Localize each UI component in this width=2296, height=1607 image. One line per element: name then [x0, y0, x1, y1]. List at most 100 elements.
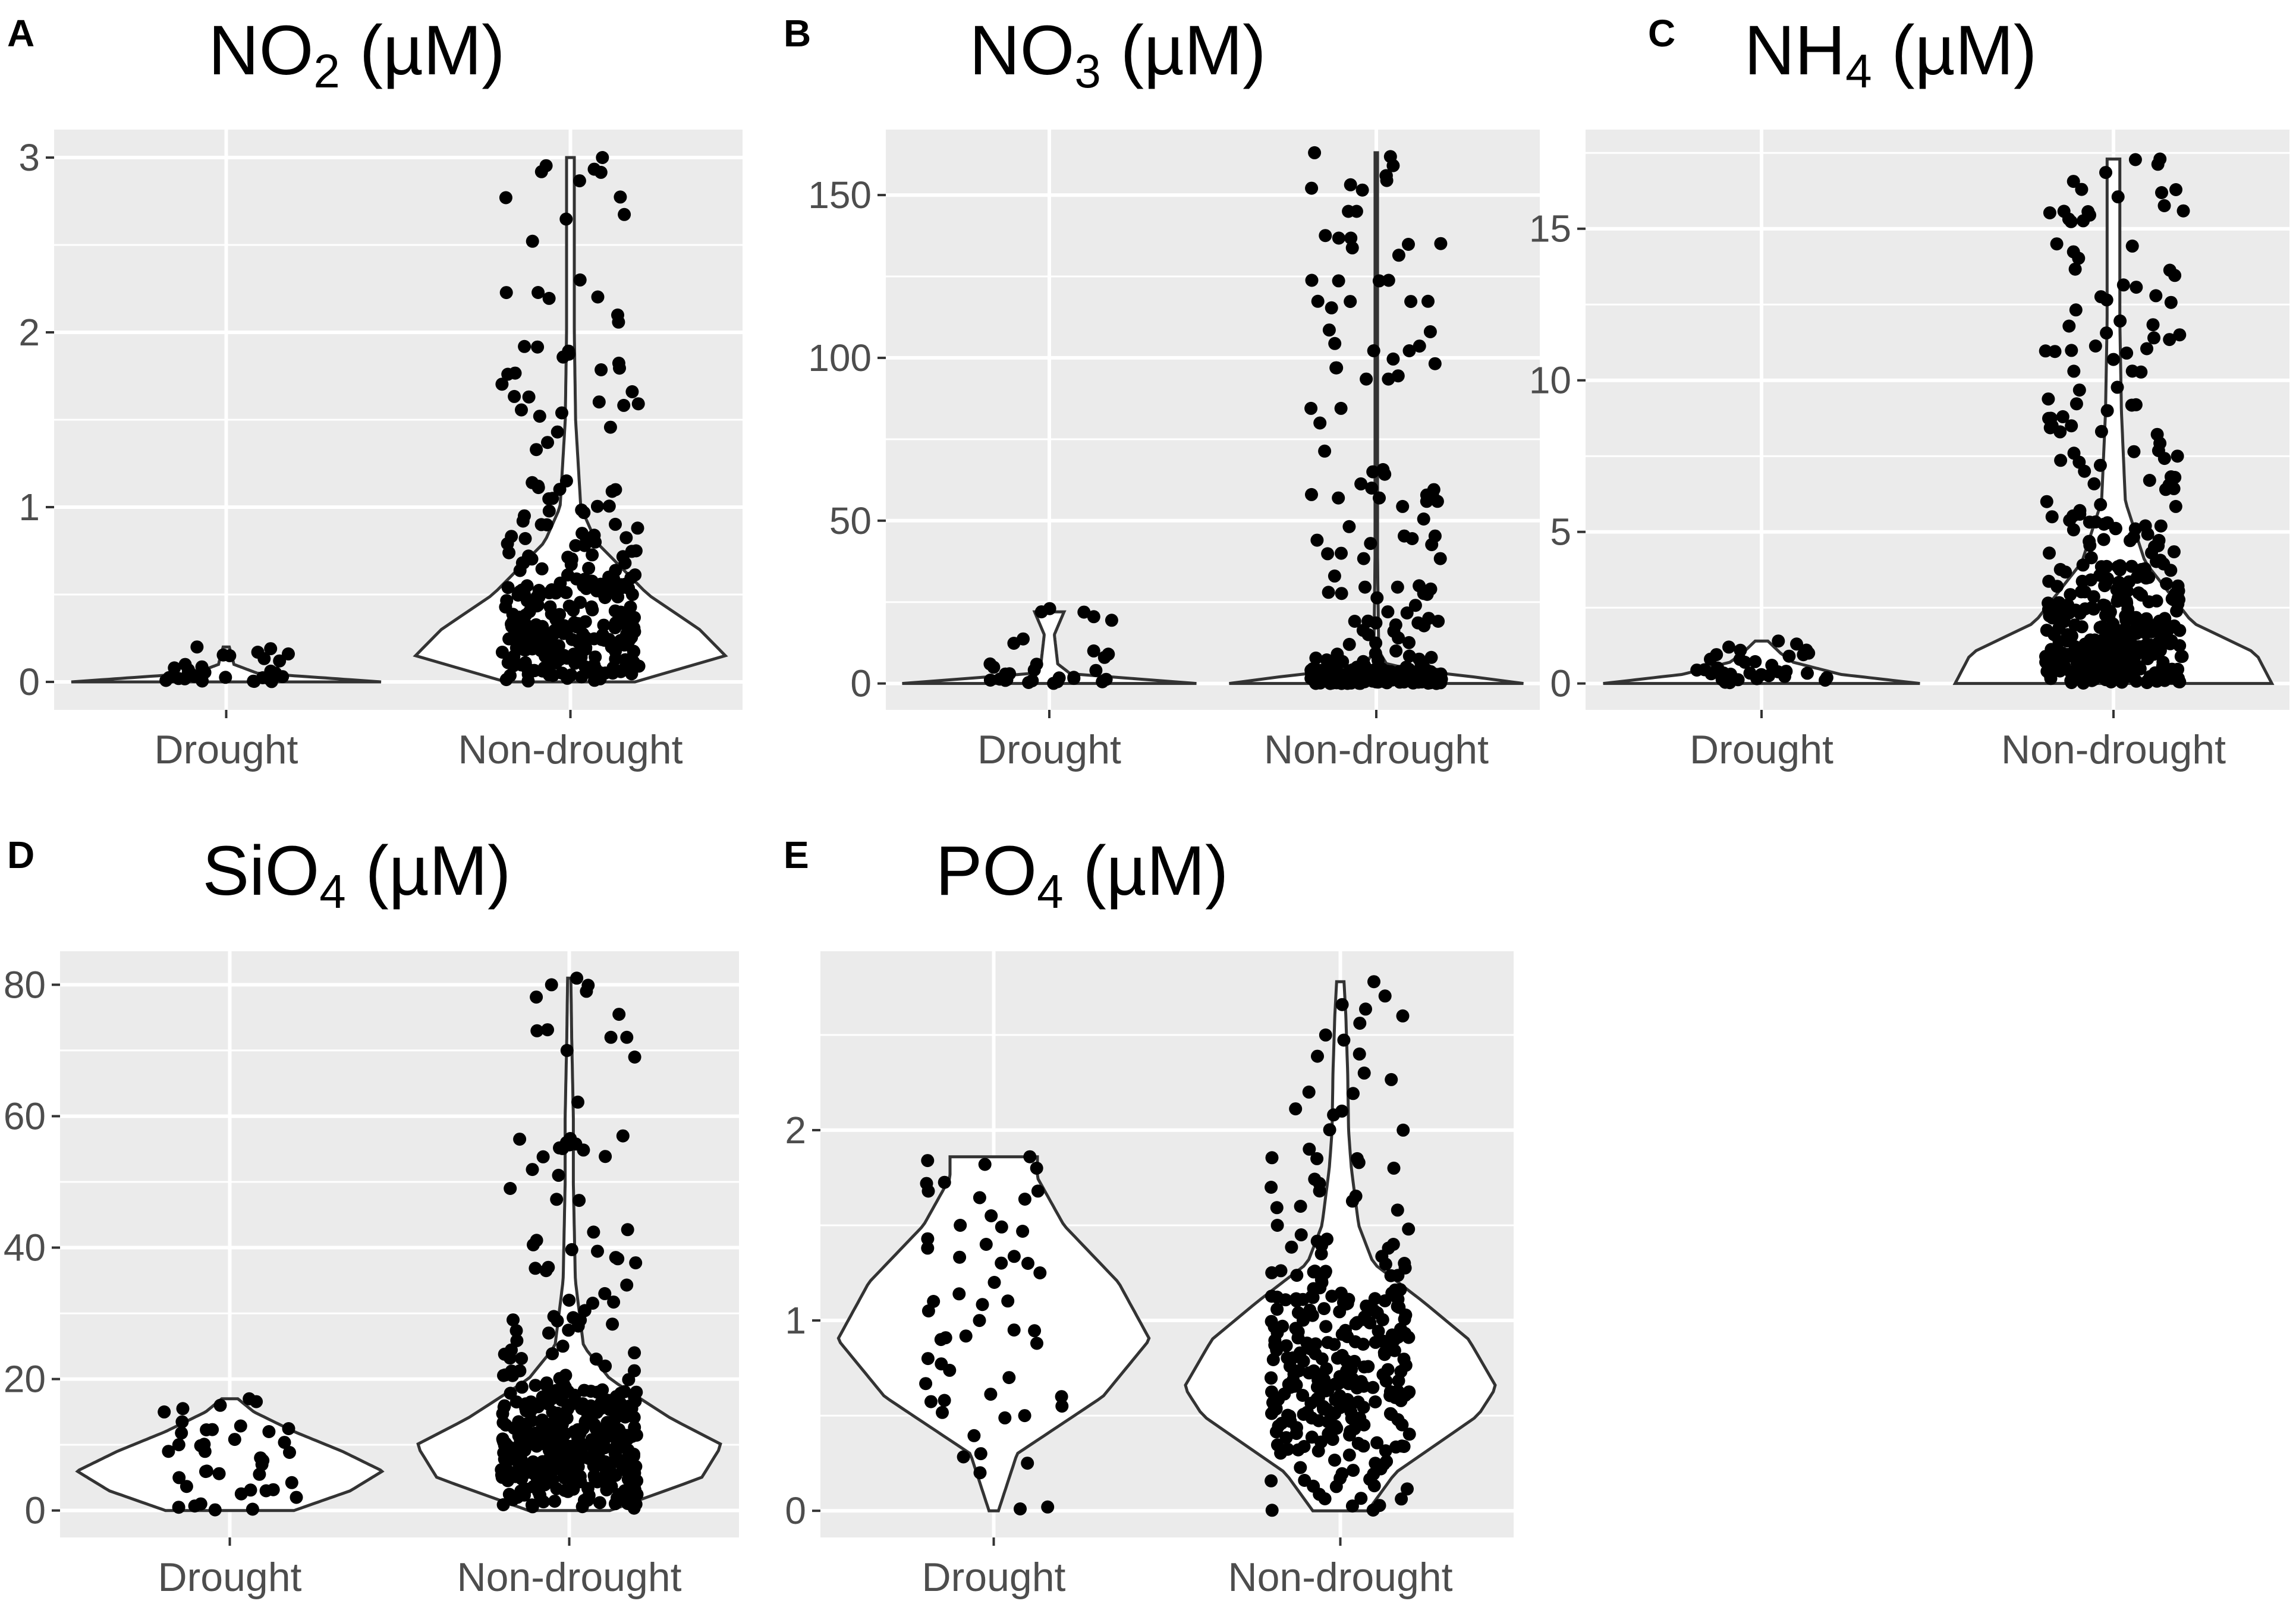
data-point	[631, 521, 644, 535]
y-tick-label: 50	[829, 499, 872, 542]
panel-b: 0 50 100 150 Drought Non-drought B NO3 (µM)	[784, 11, 1540, 772]
data-point	[521, 674, 535, 688]
data-point	[1357, 1439, 1370, 1453]
data-point	[534, 644, 548, 658]
data-point	[627, 1501, 641, 1515]
data-point	[2081, 205, 2095, 218]
data-point	[497, 1435, 511, 1449]
data-point	[228, 1433, 241, 1446]
data-point	[575, 503, 589, 517]
data-point	[628, 1051, 641, 1064]
x-tick-label: Drought	[155, 727, 298, 772]
data-point	[1405, 532, 1419, 545]
data-point	[1007, 637, 1021, 650]
data-point	[998, 1411, 1012, 1424]
data-point	[1323, 1123, 1336, 1137]
data-point	[1279, 1339, 1293, 1353]
data-point	[967, 1429, 981, 1442]
data-point	[1309, 1337, 1322, 1351]
data-point	[1265, 1504, 1279, 1517]
panel-a: 0 1 2 3 Drought Non-drought A NO2 (µM)	[7, 11, 743, 772]
panel-title: NO3 (µM)	[969, 11, 1266, 98]
data-point	[2125, 239, 2139, 253]
data-point	[1402, 344, 1416, 357]
data-point	[1373, 491, 1386, 505]
data-point	[1347, 1087, 1360, 1100]
data-point	[2169, 183, 2182, 196]
data-point	[1348, 1354, 1361, 1368]
data-point	[1290, 1269, 1304, 1282]
data-point	[1378, 1294, 1392, 1307]
data-point	[550, 1193, 564, 1206]
data-point	[558, 1386, 572, 1400]
data-point	[608, 1446, 622, 1460]
data-point	[2064, 588, 2077, 602]
data-point	[1343, 1428, 1356, 1442]
data-point	[199, 1465, 212, 1479]
y-tick-label: 15	[1529, 207, 1571, 250]
data-point	[1391, 1384, 1405, 1398]
data-point	[1344, 295, 1357, 309]
data-point	[175, 1415, 189, 1429]
data-point	[536, 627, 549, 641]
data-point	[560, 1043, 574, 1057]
x-tick-label: Non-drought	[458, 727, 682, 772]
data-point	[630, 1429, 643, 1442]
data-point	[495, 378, 509, 391]
data-point	[1265, 1290, 1278, 1303]
data-point	[1281, 1442, 1295, 1456]
y-tick-label: 100	[808, 337, 872, 379]
data-point	[586, 1297, 599, 1310]
data-point	[1332, 274, 1345, 288]
data-point	[541, 1023, 554, 1037]
data-point	[1349, 1317, 1363, 1331]
data-point	[2059, 565, 2072, 579]
data-point	[921, 1154, 935, 1168]
data-point	[531, 481, 545, 495]
data-point	[620, 1030, 634, 1044]
data-point	[1399, 1308, 1413, 1322]
data-point	[1312, 1414, 1326, 1427]
data-point	[561, 551, 575, 564]
data-point	[1395, 1492, 1408, 1506]
data-point	[2045, 510, 2059, 524]
data-point	[1318, 444, 1332, 458]
data-point	[172, 1438, 185, 1452]
data-point	[614, 190, 627, 204]
data-point	[509, 641, 523, 655]
panel-title: NO2 (µM)	[208, 11, 505, 98]
data-point	[628, 1346, 641, 1360]
data-point	[1319, 672, 1333, 685]
data-point	[1320, 1362, 1333, 1376]
data-point	[553, 1372, 567, 1385]
data-point	[2087, 590, 2100, 603]
data-point	[505, 1364, 518, 1378]
data-point	[530, 443, 543, 457]
data-point	[1302, 1085, 1316, 1099]
data-point	[1417, 587, 1430, 600]
data-point	[575, 1438, 589, 1451]
data-point	[1297, 1440, 1311, 1453]
data-point	[1378, 467, 1392, 481]
data-point	[175, 1426, 188, 1440]
data-point	[244, 1483, 257, 1497]
data-point	[556, 1339, 570, 1353]
data-point	[1353, 1047, 1366, 1061]
data-point	[1704, 667, 1718, 681]
data-point	[208, 1503, 222, 1517]
data-point	[568, 616, 581, 630]
data-point	[553, 1141, 566, 1155]
data-point	[536, 1413, 549, 1427]
data-point	[206, 1423, 219, 1436]
data-point	[995, 1220, 1008, 1234]
data-point	[559, 212, 573, 226]
data-point	[2155, 186, 2168, 199]
data-point	[2072, 383, 2086, 397]
data-point	[2130, 281, 2143, 294]
panel-letter: B	[784, 12, 811, 55]
data-point	[285, 1476, 298, 1489]
data-point	[1401, 1482, 1414, 1496]
data-point	[1358, 1310, 1372, 1324]
data-point	[590, 1475, 604, 1489]
x-tick-label: Drought	[977, 727, 1121, 772]
